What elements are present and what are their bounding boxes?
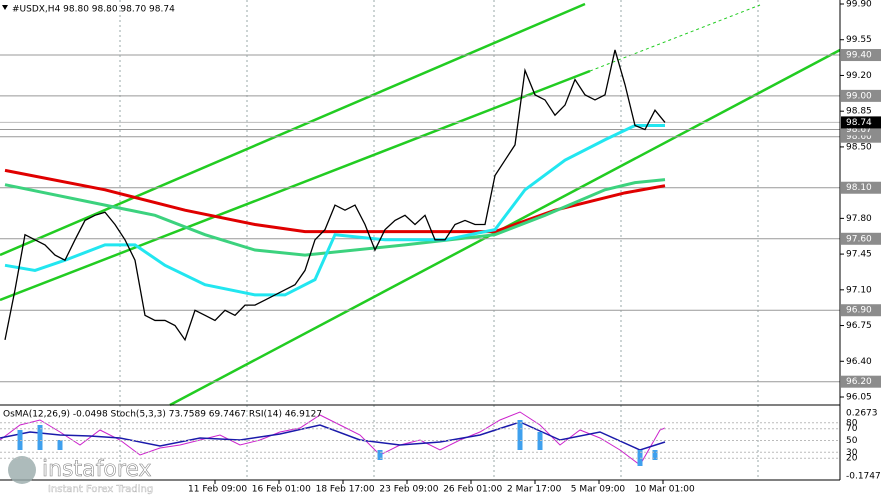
y-tick-label: 96.40 [846,357,872,367]
level-label: 98.60 [846,132,872,142]
x-tick-label: 18 Feb 17:00 [316,485,375,495]
last-price-box [841,116,881,129]
moving-average [4,168,666,234]
level-label: 96.20 [846,377,872,387]
level-label: 98.67 [846,125,872,135]
chart-title: #USDX,H4 98.80 98.80 98.70 98.74 [12,5,175,15]
oscillator-title: OsMA(12,26,9) -0.0498 Stoch(5,3,3) 73.75… [3,410,322,420]
osc-tick-label: 50 [846,436,858,446]
y-tick-label: 99.90 [846,0,872,10]
x-tick-label: 23 Feb 09:00 [379,485,438,495]
moving-average [4,178,666,257]
osc-max-label: 0.2673 [846,409,878,419]
level-label: 97.60 [846,234,872,244]
y-tick-label: 97.10 [846,285,872,295]
osc-tick-label: 80 [846,418,858,428]
level-box [841,304,881,317]
x-tick-label: 2 Mar 17:00 [507,485,562,495]
osc-tick-label: 30 [846,448,858,458]
level-label: 96.90 [846,306,872,316]
level-box [841,181,881,194]
osc-min-label: -0.1747 [846,472,881,482]
x-tick-label: 16 Feb 01:00 [252,485,311,495]
y-tick-label: 96.05 [846,393,872,403]
x-tick-label: 5 Mar 09:00 [571,485,626,495]
level-box [841,89,881,102]
price-line [4,49,666,342]
moving-average [4,123,665,297]
x-tick-label: 26 Feb 01:00 [443,485,502,495]
level-label: 99.00 [846,91,872,101]
logo-tagline: Instant Forex Trading [48,484,153,495]
osc-tick-label: 70 [846,424,858,434]
last-price-label: 98.74 [846,118,872,128]
logo: instaforex Instant Forex Trading [8,456,153,495]
y-tick-label: 97.80 [846,214,872,224]
level-label: 99.40 [846,51,872,61]
x-tick-label: 10 Mar 01:00 [635,485,695,495]
y-tick-label: 99.20 [846,71,872,81]
level-box [841,49,881,62]
logo-name: instaforex [42,457,152,482]
y-tick-label: 99.55 [846,35,872,45]
level-box [841,232,881,245]
y-tick-label: 98.85 [846,107,872,117]
level-label: 98.10 [846,183,872,193]
title-marker [2,5,8,10]
y-tick-label: 97.45 [846,250,872,260]
y-tick-label: 96.75 [846,321,872,331]
x-tick-label: 11 Feb 09:00 [188,485,247,495]
osc-tick-label: 20 [846,454,858,464]
plot [0,49,840,383]
level-box [841,375,881,388]
y-tick-label: 98.50 [846,142,872,152]
